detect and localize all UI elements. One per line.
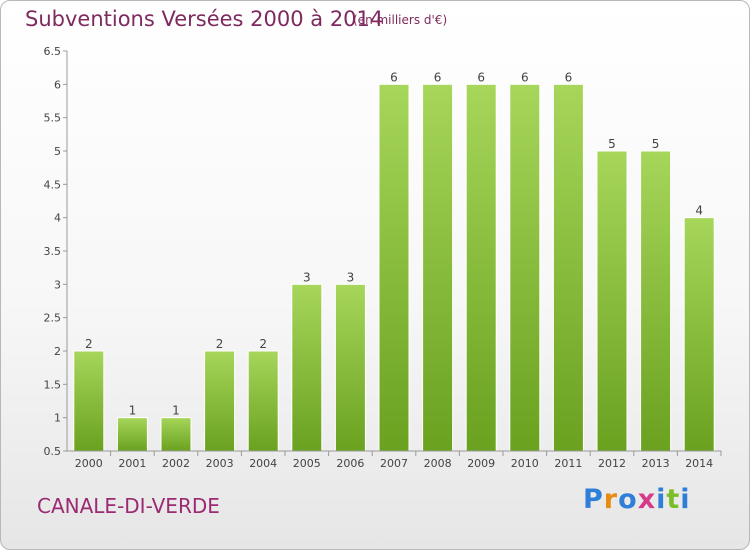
bar (204, 350, 236, 452)
bar (509, 83, 541, 452)
bar (422, 83, 454, 452)
x-tick-label: 2003 (206, 457, 234, 470)
bar-value-label: 5 (652, 137, 660, 151)
bars: 2 1 1 2 2 3 3 6 6 6 6 6 5 5 4 (73, 70, 715, 452)
y-tick-label: 5.5 (44, 112, 62, 125)
logo-letter: t (666, 484, 681, 515)
bar (378, 83, 410, 452)
bar-value-label: 6 (390, 70, 398, 84)
y-tick-label: 6 (54, 78, 61, 91)
bar-value-label: 1 (172, 404, 180, 418)
x-axis: 2000 2001 2002 2003 2004 2005 2006 2007 2008 2009… (67, 450, 722, 470)
y-tick-label: 2 (54, 345, 61, 358)
y-tick-label: 3.5 (44, 245, 62, 258)
bar-value-label: 6 (565, 70, 573, 84)
logo-letter: i (680, 484, 691, 515)
x-tick-label: 2010 (511, 457, 539, 470)
bar (73, 350, 105, 452)
bar-value-label: 2 (216, 337, 224, 351)
bar (596, 150, 628, 452)
x-tick-label: 2008 (424, 457, 452, 470)
logo-letter: i (656, 484, 667, 515)
logo-letter: x (637, 484, 657, 515)
bar (334, 283, 366, 452)
bar-value-label: 1 (129, 404, 137, 418)
bar-value-label: 2 (85, 337, 93, 351)
x-tick-label: 2006 (336, 457, 364, 470)
bar-value-label: 4 (695, 204, 703, 218)
bar-value-label: 6 (521, 70, 529, 84)
y-tick-label: 0.5 (44, 445, 62, 458)
bar (116, 417, 148, 452)
y-tick-label: 6.5 (44, 45, 62, 58)
bar-value-label: 6 (434, 70, 442, 84)
bar-value-label: 2 (259, 337, 267, 351)
bar (291, 283, 323, 452)
y-tick-label: 1.5 (44, 378, 62, 391)
x-tick-label: 2005 (293, 457, 321, 470)
x-tick-label: 2012 (598, 457, 626, 470)
bar-value-label: 3 (303, 270, 311, 284)
bar-value-label: 3 (347, 270, 355, 284)
y-tick-label: 5 (54, 145, 61, 158)
chart-subtitle: (en milliers d'€) (353, 13, 448, 27)
x-tick-label: 2004 (249, 457, 277, 470)
bar (552, 83, 584, 452)
bar (160, 417, 192, 452)
x-tick-label: 2002 (162, 457, 190, 470)
y-tick-label: 2.5 (44, 312, 62, 325)
y-axis: 0.5 1 1.5 2 2.5 3 3.5 4 4.5 5 5.5 6 6.5 (44, 45, 68, 458)
proxiti-logo[interactable]: Proxiti (583, 484, 691, 515)
bar (640, 150, 672, 452)
x-tick-label: 2000 (75, 457, 103, 470)
location-name: CANALE-DI-VERDE (37, 494, 220, 518)
y-tick-label: 4.5 (44, 178, 62, 191)
x-tick-label: 2011 (554, 457, 582, 470)
x-tick-label: 2009 (467, 457, 495, 470)
x-tick-label: 2001 (118, 457, 146, 470)
x-tick-label: 2013 (642, 457, 670, 470)
y-tick-label: 4 (54, 212, 61, 225)
x-tick-label: 2014 (685, 457, 713, 470)
logo-letter: P (583, 484, 604, 515)
bar (247, 350, 279, 452)
bar-value-label: 6 (477, 70, 485, 84)
chart-title: Subventions Versées 2000 à 2014 (25, 7, 384, 31)
y-tick-label: 1 (54, 412, 61, 425)
bar (683, 217, 715, 452)
bar (465, 83, 497, 452)
y-tick-label: 3 (54, 278, 61, 291)
x-tick-label: 2007 (380, 457, 408, 470)
logo-letter: r (603, 484, 619, 515)
logo-letter: o (618, 484, 638, 515)
bar-value-label: 5 (608, 137, 616, 151)
